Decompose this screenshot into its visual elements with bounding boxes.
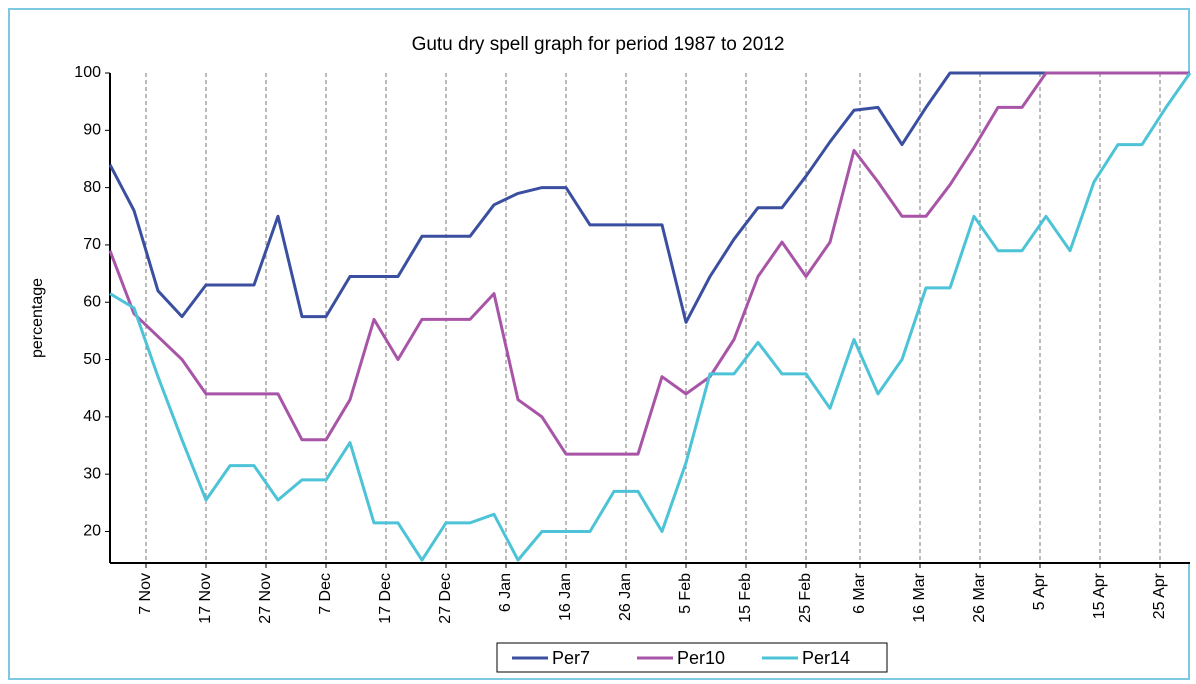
y-tick-label: 90 <box>83 122 101 139</box>
legend-label: Per10 <box>677 648 725 668</box>
legend-box <box>496 642 888 673</box>
x-tick-label: 6 Jan <box>497 573 514 612</box>
y-tick-label: 100 <box>74 64 101 81</box>
x-tick-label: 17 Nov <box>197 573 214 624</box>
x-tick-label: 5 Apr <box>1031 572 1048 610</box>
plot-area <box>110 73 1190 563</box>
legend-label: Per14 <box>802 648 850 668</box>
x-tick-label: 26 Jan <box>617 573 634 621</box>
series-line <box>108 71 1190 456</box>
x-tick-label: 6 Mar <box>851 572 868 614</box>
y-tick-label: 60 <box>83 293 101 310</box>
x-tick-label: 25 Apr <box>1151 572 1168 619</box>
x-tick-label: 5 Feb <box>677 573 694 614</box>
x-tick-label: 27 Nov <box>257 573 274 624</box>
legend-label: Per7 <box>552 648 590 668</box>
chart-title: Gutu dry spell graph for period 1987 to … <box>412 34 785 55</box>
y-tick-label: 30 <box>83 465 101 482</box>
x-tick-label: 7 Nov <box>137 573 154 615</box>
y-axis-label: percentage <box>29 278 46 358</box>
series-line <box>108 71 1190 324</box>
x-tick-label: 17 Dec <box>377 573 394 624</box>
x-tick-label: 25 Feb <box>797 573 814 623</box>
x-tick-label: 16 Mar <box>911 572 928 622</box>
legend: Per7 Per10 Per14 <box>496 642 888 673</box>
y-tick-label: 70 <box>83 236 101 253</box>
x-tick-label: 7 Dec <box>317 573 334 615</box>
y-tick-label: 50 <box>83 351 101 368</box>
y-tick-label: 40 <box>83 408 101 425</box>
y-tick-label: 80 <box>83 179 101 196</box>
series-line <box>109 72 1192 562</box>
x-tick-label: 26 Mar <box>971 572 988 622</box>
x-tick-label: 27 Dec <box>437 573 454 624</box>
x-tick-label: 16 Jan <box>557 573 574 621</box>
x-tick-label: 15 Apr <box>1091 572 1108 619</box>
x-tick-label: 15 Feb <box>737 573 754 623</box>
y-tick-label: 20 <box>83 523 101 540</box>
